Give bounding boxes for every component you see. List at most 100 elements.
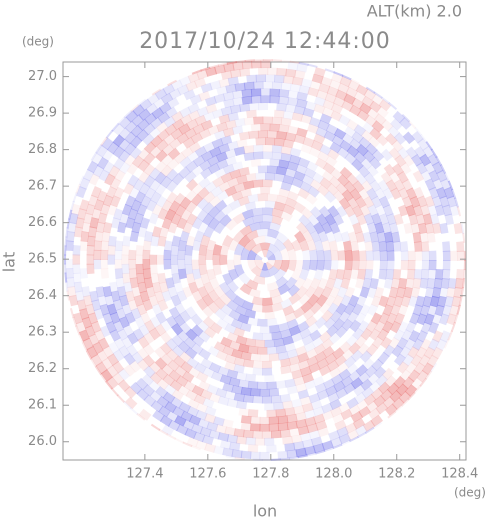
echo-cell: [332, 213, 344, 226]
echo-cell: [227, 140, 239, 151]
echo-cell: [327, 148, 340, 161]
echo-cell: [344, 260, 353, 271]
echo-cell: [442, 260, 451, 271]
echo-cell: [188, 281, 199, 294]
echo-cell: [231, 190, 244, 202]
echo-cell: [326, 324, 339, 337]
echo-cell: [280, 328, 292, 339]
echo-cell: [378, 269, 388, 280]
echo-cell: [136, 303, 148, 316]
echo-cell: [118, 149, 131, 163]
echo-cell: [69, 212, 79, 225]
echo-cell: [329, 286, 341, 299]
echo-cell: [250, 388, 261, 397]
echo-cell: [191, 164, 204, 177]
echo-cell: [306, 160, 319, 172]
echo-cell: [108, 235, 117, 247]
echo-cell: [276, 166, 288, 176]
plot-frame: [62, 61, 467, 461]
echo-cell: [173, 314, 186, 327]
echo-cell: [402, 154, 415, 167]
echo-cell: [301, 174, 315, 186]
echo-cell: [289, 83, 301, 93]
echo-cell: [102, 194, 114, 207]
echo-cell: [432, 178, 444, 191]
echo-cell: [121, 254, 130, 265]
echo-cell: [431, 346, 443, 360]
echo-cell: [159, 102, 172, 114]
echo-cell: [149, 264, 158, 275]
echo-cell: [353, 384, 366, 397]
echo-cell: [309, 249, 318, 261]
echo-cell: [396, 286, 406, 299]
echo-cell: [330, 168, 343, 181]
echo-cell: [119, 212, 130, 225]
echo-cell: [307, 185, 320, 198]
echo-cell: [128, 249, 137, 260]
echo-cell: [98, 337, 110, 350]
echo-cell: [216, 190, 229, 202]
echo-cell: [382, 204, 394, 217]
echo-cell: [244, 201, 257, 212]
echo-cell: [330, 406, 343, 418]
echo-cell: [161, 290, 172, 303]
echo-cell: [315, 126, 328, 138]
echo-cell: [342, 269, 352, 280]
echo-cell: [332, 318, 345, 331]
echo-cell: [234, 264, 245, 277]
echo-cell: [191, 385, 205, 397]
echo-cell: [426, 231, 436, 243]
echo-cell: [114, 240, 124, 251]
echo-cell: [118, 161, 131, 175]
echo-cell: [149, 390, 162, 403]
echo-cell: [109, 312, 121, 324]
echo-cell: [160, 175, 173, 189]
echo-cell: [226, 299, 239, 312]
echo-cell: [216, 121, 228, 133]
echo-cell: [170, 396, 183, 409]
echo-cell: [432, 287, 442, 299]
echo-cell: [318, 83, 331, 94]
echo-cell: [392, 110, 406, 124]
echo-cell: [351, 250, 360, 261]
echo-cell: [393, 179, 406, 192]
echo-cell: [154, 171, 167, 185]
echo-cell: [399, 369, 412, 382]
echo-cell: [357, 268, 366, 280]
echo-cell: [134, 316, 146, 329]
echo-cell: [282, 174, 295, 185]
echo-cell: [405, 321, 417, 334]
echo-cell: [335, 182, 348, 195]
echo-cell: [163, 259, 172, 270]
echo-cell: [305, 348, 318, 360]
echo-cell: [186, 357, 199, 369]
echo-cell: [369, 127, 382, 140]
echo-cell: [288, 325, 301, 337]
echo-cell: [161, 363, 174, 376]
echo-cell: [277, 283, 291, 296]
echo-cell: [102, 161, 115, 174]
echo-cell: [156, 378, 170, 391]
echo-cell: [394, 132, 407, 145]
echo-cell: [124, 142, 137, 156]
echo-cell: [286, 421, 298, 430]
echo-cell: [261, 262, 269, 271]
echo-cell: [151, 303, 163, 316]
echo-cell: [80, 231, 90, 242]
echo-cell: [260, 186, 271, 195]
echo-cell: [228, 309, 241, 321]
echo-cell: [428, 338, 440, 351]
echo-cell: [295, 447, 307, 457]
echo-cell: [338, 402, 351, 414]
echo-cell: [122, 272, 131, 284]
echo-cell: [388, 171, 401, 184]
echo-cell: [232, 61, 244, 71]
echo-cell: [230, 318, 243, 330]
echo-cell: [321, 309, 334, 323]
echo-cell: [297, 320, 310, 333]
echo-cell: [100, 369, 113, 382]
echo-cell: [415, 295, 426, 308]
echo-cell: [265, 74, 276, 83]
echo-cell: [129, 277, 139, 289]
echo-cell: [275, 408, 287, 418]
